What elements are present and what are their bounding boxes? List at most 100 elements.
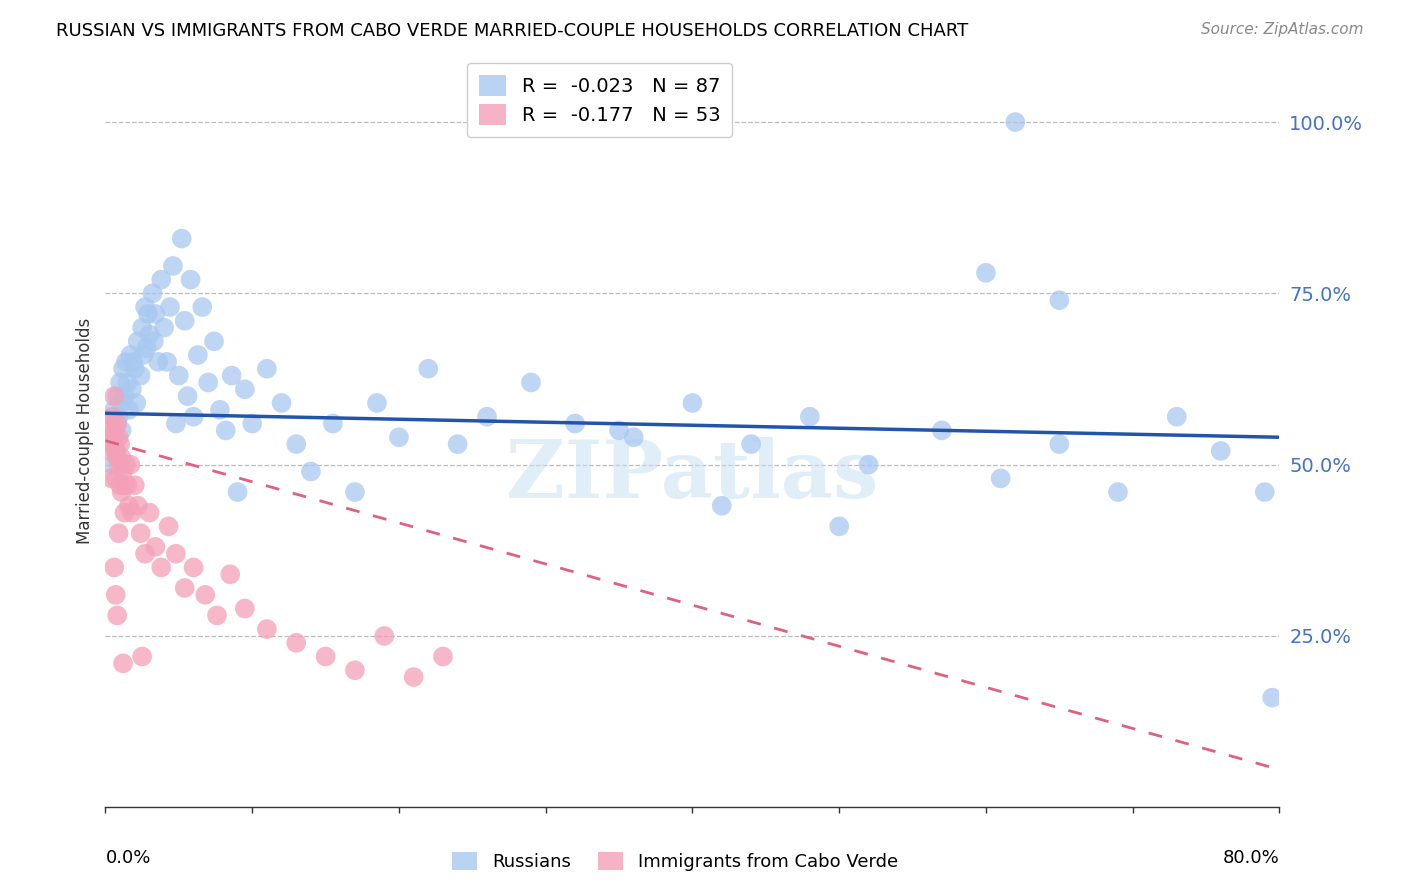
Point: [285, 437, 308, 451]
Point: [418, 361, 440, 376]
Legend: R =  -0.023   N = 87, R =  -0.177   N = 53: R = -0.023 N = 87, R = -0.177 N = 53: [467, 63, 733, 136]
Point: [124, 478, 146, 492]
Text: Source: ZipAtlas.com: Source: ZipAtlas.com: [1201, 22, 1364, 37]
Point: [240, 417, 263, 431]
Point: [165, 547, 187, 561]
Point: [115, 458, 138, 472]
Point: [120, 348, 142, 362]
Point: [129, 368, 152, 383]
Point: [103, 560, 125, 574]
Point: [219, 567, 242, 582]
Point: [112, 465, 135, 479]
Point: [141, 286, 163, 301]
Point: [105, 389, 128, 403]
Point: [135, 341, 157, 355]
Point: [173, 581, 195, 595]
Point: [1107, 485, 1129, 500]
Point: [121, 382, 143, 396]
Point: [114, 506, 136, 520]
Point: [432, 649, 454, 664]
Point: [103, 402, 125, 417]
Point: [373, 629, 395, 643]
Point: [858, 458, 880, 472]
Point: [167, 368, 190, 383]
Point: [1209, 444, 1232, 458]
Point: [159, 300, 181, 314]
Point: [101, 458, 124, 472]
Point: [107, 409, 129, 424]
Point: [974, 266, 997, 280]
Point: [322, 417, 344, 431]
Point: [520, 376, 543, 390]
Point: [114, 389, 136, 403]
Point: [233, 601, 256, 615]
Point: [1047, 293, 1070, 308]
Point: [112, 657, 135, 671]
Point: [105, 608, 128, 623]
Point: [208, 402, 231, 417]
Point: [931, 424, 953, 438]
Point: [215, 424, 238, 438]
Point: [110, 450, 132, 465]
Point: [124, 361, 146, 376]
Point: [194, 588, 217, 602]
Point: [104, 444, 127, 458]
Point: [1166, 409, 1188, 424]
Point: [153, 320, 176, 334]
Point: [187, 348, 209, 362]
Point: [1004, 115, 1026, 129]
Point: [117, 478, 139, 492]
Point: [118, 499, 141, 513]
Point: [134, 300, 156, 314]
Point: [104, 588, 127, 602]
Point: [165, 417, 187, 431]
Point: [132, 348, 155, 362]
Point: [114, 478, 136, 492]
Point: [343, 663, 366, 677]
Text: 80.0%: 80.0%: [1223, 848, 1279, 867]
Point: [156, 355, 179, 369]
Point: [388, 430, 411, 444]
Point: [112, 361, 135, 376]
Point: [475, 409, 498, 424]
Text: ZIPatlas: ZIPatlas: [506, 436, 879, 515]
Point: [176, 389, 198, 403]
Point: [343, 485, 366, 500]
Point: [110, 396, 132, 410]
Point: [103, 424, 125, 438]
Point: [129, 526, 152, 541]
Point: [131, 649, 153, 664]
Point: [98, 424, 121, 438]
Point: [122, 355, 145, 369]
Point: [270, 396, 292, 410]
Point: [183, 409, 205, 424]
Point: [101, 430, 124, 444]
Point: [170, 231, 193, 245]
Point: [100, 444, 122, 458]
Point: [157, 519, 180, 533]
Point: [115, 355, 138, 369]
Point: [142, 334, 165, 349]
Point: [202, 334, 225, 349]
Point: [828, 519, 851, 533]
Point: [221, 368, 243, 383]
Point: [131, 320, 153, 334]
Point: [173, 314, 195, 328]
Point: [107, 526, 129, 541]
Text: 0.0%: 0.0%: [105, 848, 150, 867]
Point: [740, 437, 762, 451]
Point: [117, 376, 139, 390]
Point: [150, 560, 173, 574]
Point: [285, 636, 308, 650]
Point: [1254, 485, 1277, 500]
Point: [118, 402, 141, 417]
Point: [127, 499, 149, 513]
Point: [315, 649, 337, 664]
Point: [299, 465, 322, 479]
Point: [107, 430, 129, 444]
Point: [256, 361, 278, 376]
Point: [799, 409, 821, 424]
Point: [108, 478, 131, 492]
Point: [180, 273, 202, 287]
Point: [105, 417, 128, 431]
